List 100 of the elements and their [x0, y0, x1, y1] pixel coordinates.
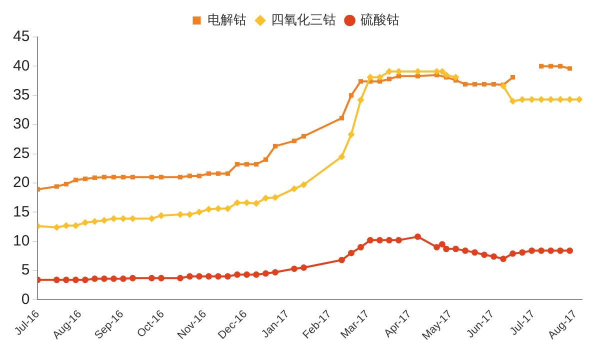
point: [158, 212, 165, 220]
y-tick-label: 10: [12, 232, 30, 250]
point: [158, 274, 164, 282]
point: [452, 246, 459, 252]
point: [224, 205, 232, 212]
point: [338, 256, 345, 264]
point: [339, 116, 344, 120]
y-tick-label: 0: [21, 290, 30, 308]
point: [72, 222, 80, 230]
point: [206, 171, 211, 176]
point: [492, 82, 496, 87]
point: [357, 96, 364, 104]
point: [54, 184, 59, 189]
point: [509, 98, 516, 105]
point: [576, 96, 582, 103]
point: [482, 82, 487, 87]
point: [177, 274, 184, 282]
point: [262, 270, 269, 277]
y-tick-label: 15: [12, 203, 30, 220]
point: [100, 216, 108, 224]
point: [528, 247, 535, 254]
point: [434, 244, 440, 250]
point: [205, 206, 212, 213]
y-tick-label: 35: [12, 86, 30, 104]
point: [110, 276, 117, 282]
y-tick-label: 45: [12, 28, 30, 46]
point: [292, 138, 296, 144]
point: [301, 134, 306, 139]
point: [528, 96, 536, 103]
point: [102, 174, 106, 180]
y-tick-label: 25: [12, 144, 30, 162]
point: [216, 171, 220, 176]
point: [149, 174, 154, 180]
point: [548, 247, 554, 254]
point: [548, 64, 554, 68]
point: [386, 68, 393, 75]
point: [348, 250, 354, 256]
point: [196, 174, 202, 178]
point: [566, 96, 574, 103]
point: [215, 273, 222, 280]
point: [214, 205, 222, 212]
point: [300, 181, 308, 188]
point: [557, 247, 564, 254]
point: [510, 75, 516, 80]
point: [244, 271, 250, 278]
point: [442, 71, 450, 78]
point: [62, 222, 70, 230]
point: [158, 174, 164, 180]
point: [472, 82, 478, 87]
point: [538, 247, 544, 254]
point: [290, 185, 298, 192]
point: [568, 66, 572, 71]
y-tick-label: 30: [12, 116, 30, 133]
point: [518, 96, 526, 103]
point: [64, 182, 68, 186]
point: [187, 174, 192, 178]
point: [129, 215, 136, 222]
point: [234, 271, 240, 278]
point: [414, 68, 422, 75]
point: [556, 96, 564, 103]
legend-label: 四氧化三钴: [270, 12, 336, 28]
point: [358, 244, 364, 250]
legend-label: 硫酸钴: [360, 12, 400, 28]
point: [196, 273, 202, 280]
point: [386, 236, 392, 244]
point: [539, 64, 544, 68]
y-tick-label: 40: [12, 57, 30, 74]
point: [396, 236, 402, 244]
point: [376, 236, 383, 244]
point: [62, 276, 70, 284]
point: [263, 157, 268, 162]
point: [558, 64, 563, 68]
point: [148, 274, 155, 282]
point: [206, 273, 212, 280]
point: [348, 131, 355, 138]
point: [414, 233, 421, 240]
point: [178, 174, 182, 180]
point: [91, 218, 98, 225]
point: [100, 276, 108, 282]
point: [243, 199, 250, 206]
point: [481, 252, 488, 258]
point: [82, 219, 89, 226]
point: [366, 74, 374, 81]
point: [272, 269, 278, 276]
point: [148, 215, 156, 222]
point: [252, 200, 260, 207]
point: [367, 236, 374, 244]
point: [72, 276, 79, 284]
point: [53, 224, 60, 231]
point: [244, 162, 249, 167]
point: [386, 76, 392, 82]
point: [443, 246, 450, 252]
point: [234, 162, 240, 167]
y-tick-label: 20: [12, 174, 30, 192]
y-tick-label: 5: [21, 262, 30, 279]
point: [186, 210, 194, 218]
point: [120, 174, 126, 180]
point: [120, 215, 127, 222]
point: [73, 178, 78, 182]
point: [91, 276, 98, 282]
